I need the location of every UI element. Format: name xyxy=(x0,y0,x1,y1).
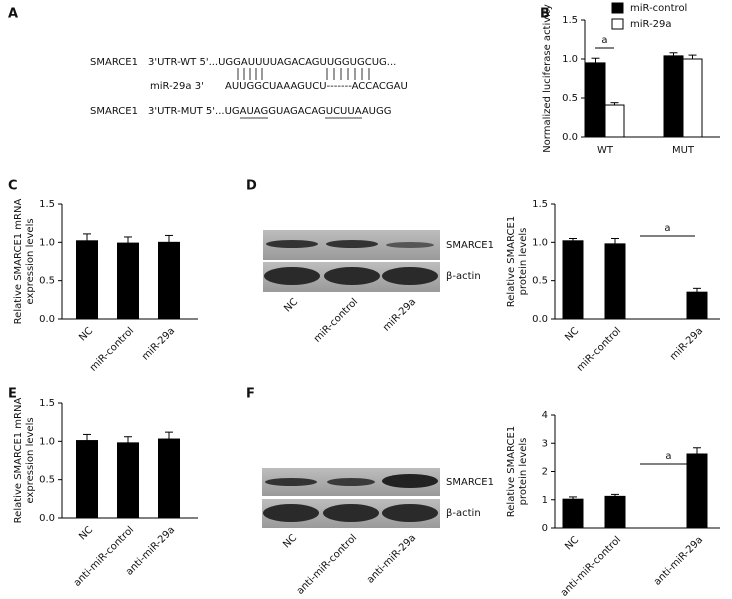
y-tick-label: 4 xyxy=(542,410,548,421)
y-axis-label: Normalized luciferase activity xyxy=(542,4,553,153)
panel-label: E xyxy=(8,387,17,402)
panel-label: B xyxy=(540,7,550,22)
legend-swatch xyxy=(611,2,624,14)
lane-label: miR-control xyxy=(312,296,360,344)
y-axis-label: Relative SMARCE1 xyxy=(506,426,517,517)
lane-label: miR-29a xyxy=(381,296,418,333)
gene-label: SMARCE1 xyxy=(90,57,138,68)
bar xyxy=(76,440,98,519)
x-tick-label: NC xyxy=(563,325,581,343)
y-tick-label: 0.0 xyxy=(39,513,55,524)
y-tick-label: 0.0 xyxy=(562,132,578,143)
bar xyxy=(158,241,180,320)
lane-label: anti-miR-29a xyxy=(365,532,418,585)
significance-label: a xyxy=(664,223,670,234)
lane-label: NC xyxy=(282,296,300,314)
bar xyxy=(682,58,703,138)
y-tick-label: 0.5 xyxy=(39,276,55,287)
bar xyxy=(604,104,625,138)
gene-label: SMARCE1 xyxy=(90,106,138,117)
y-axis-label: protein levels xyxy=(518,438,529,506)
y-axis-label: Relative SMARCE1 mRNA xyxy=(13,199,24,325)
bar xyxy=(562,240,584,320)
mirna-label: miR-29a 3' xyxy=(150,81,204,92)
panel-label: F xyxy=(246,387,255,402)
y-tick-label: 1.0 xyxy=(562,54,578,65)
x-tick-label: miR-control xyxy=(575,325,623,373)
pairing-marks xyxy=(237,68,370,80)
y-tick-label: 1.5 xyxy=(532,199,548,210)
bar xyxy=(158,438,180,519)
western-blot xyxy=(263,230,440,292)
y-tick-label: 1.0 xyxy=(39,237,55,248)
legend-swatch xyxy=(611,18,624,30)
y-tick-label: 1.0 xyxy=(532,237,548,248)
y-axis-label: Relative SMARCE1 mRNA xyxy=(13,398,24,524)
panel-label: D xyxy=(246,179,257,194)
bar xyxy=(686,453,708,529)
x-tick-label: WT xyxy=(597,145,614,156)
bar xyxy=(117,242,139,320)
y-tick-label: 0.0 xyxy=(39,314,55,325)
bar xyxy=(604,243,626,320)
sequence: 3'UTR-MUT 5'...UGAUAGGUAGACAGUCUUAAUGG xyxy=(148,106,391,117)
bar xyxy=(585,62,606,138)
bar xyxy=(663,55,684,138)
y-tick-label: 3 xyxy=(542,438,548,449)
band-label: β-actin xyxy=(446,271,481,282)
western-blot xyxy=(262,468,440,528)
x-tick-label: MUT xyxy=(672,145,695,156)
band-label: β-actin xyxy=(446,508,481,519)
bar xyxy=(117,442,139,519)
lane-label: NC xyxy=(281,532,299,550)
y-axis-label: expression levels xyxy=(25,417,36,503)
significance-label: a xyxy=(601,35,607,46)
legend-label: miR-control xyxy=(630,3,687,14)
x-tick-label: NC xyxy=(563,534,581,552)
x-tick-label: miR-29a xyxy=(668,325,705,362)
panel-label: C xyxy=(8,179,18,194)
y-tick-label: 1.0 xyxy=(39,436,55,447)
legend-label: miR-29a xyxy=(630,19,672,30)
y-tick-label: 1.5 xyxy=(562,15,578,26)
y-tick-label: 0.5 xyxy=(532,276,548,287)
y-axis-label: protein levels xyxy=(518,228,529,296)
y-tick-label: 1.5 xyxy=(39,199,55,210)
sequence: 3'UTR-WT 5'...UGGAUUUUAGACAGUUGGUGCUG... xyxy=(148,57,396,68)
bar xyxy=(686,291,708,320)
y-axis-label: Relative SMARCE1 xyxy=(506,216,517,307)
lane-label: anti-miR-control xyxy=(295,532,359,596)
x-tick-label: NC xyxy=(77,524,95,542)
y-tick-label: 0.5 xyxy=(562,93,578,104)
x-tick-label: miR-control xyxy=(88,325,136,373)
y-tick-label: 1.5 xyxy=(39,398,55,409)
bar xyxy=(562,498,584,529)
y-tick-label: 0.5 xyxy=(39,475,55,486)
x-tick-label: anti-miR-29a xyxy=(652,534,705,587)
y-tick-label: 0.0 xyxy=(532,314,548,325)
band-label: SMARCE1 xyxy=(446,240,494,251)
x-tick-label: NC xyxy=(77,325,95,343)
band-label: SMARCE1 xyxy=(446,477,494,488)
significance-label: a xyxy=(665,451,671,462)
bar xyxy=(76,240,98,320)
y-tick-label: 1 xyxy=(542,495,548,506)
y-axis-label: expression levels xyxy=(25,218,36,304)
y-tick-label: 0 xyxy=(542,523,548,534)
bar xyxy=(604,495,626,529)
sequence: AUUGGCUAAAGUCU-------ACCACGAU xyxy=(225,81,408,92)
x-tick-label: miR-29a xyxy=(140,325,177,362)
y-tick-label: 2 xyxy=(542,467,548,478)
panel-label: A xyxy=(8,7,18,22)
